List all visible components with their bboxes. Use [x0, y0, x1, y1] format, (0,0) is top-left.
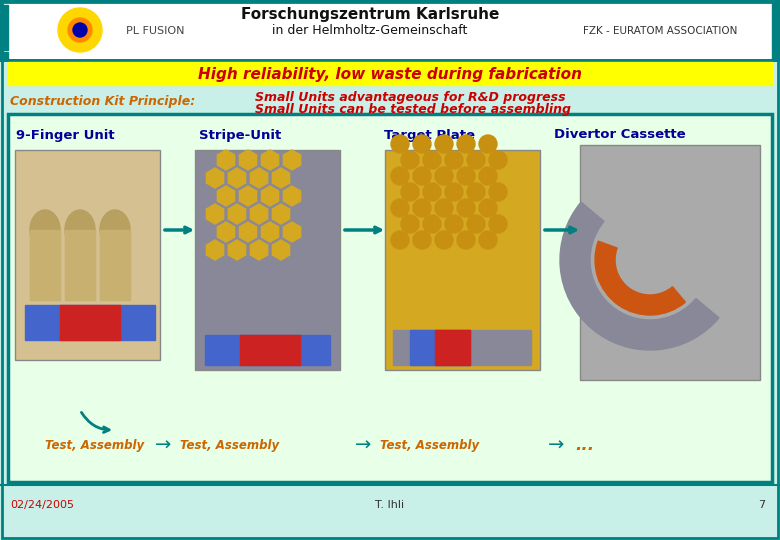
Text: Small Units can be tested before assembling: Small Units can be tested before assembl…	[255, 104, 571, 117]
Circle shape	[58, 8, 102, 52]
FancyBboxPatch shape	[580, 145, 760, 380]
Text: Test, Assembly: Test, Assembly	[45, 438, 144, 451]
Circle shape	[445, 151, 463, 169]
FancyBboxPatch shape	[0, 0, 780, 60]
Circle shape	[401, 215, 419, 233]
Text: →: →	[355, 435, 371, 455]
Bar	[0, 52, 8, 60]
Text: Small Units advantageous for R&D progress: Small Units advantageous for R&D progres…	[255, 91, 566, 104]
Circle shape	[435, 231, 453, 249]
Ellipse shape	[30, 210, 60, 250]
Circle shape	[445, 183, 463, 201]
Circle shape	[413, 167, 431, 185]
Circle shape	[445, 215, 463, 233]
Wedge shape	[595, 241, 686, 315]
Text: Stripe-Unit: Stripe-Unit	[199, 129, 281, 141]
Text: Target Plate: Target Plate	[385, 129, 476, 141]
Circle shape	[401, 151, 419, 169]
FancyBboxPatch shape	[15, 150, 160, 360]
Circle shape	[479, 231, 497, 249]
Text: Divertor Cassette: Divertor Cassette	[554, 129, 686, 141]
Circle shape	[435, 135, 453, 153]
Bar	[393, 330, 531, 365]
Text: 02/24/2005: 02/24/2005	[10, 500, 74, 510]
Bar	[65, 230, 95, 300]
Text: Test, Assembly: Test, Assembly	[180, 438, 279, 451]
Bar	[435, 330, 470, 365]
Ellipse shape	[65, 210, 95, 250]
Wedge shape	[560, 202, 719, 350]
Circle shape	[457, 167, 475, 185]
Ellipse shape	[100, 210, 130, 250]
Circle shape	[401, 183, 419, 201]
Circle shape	[423, 215, 441, 233]
Bar	[30, 230, 60, 300]
Circle shape	[489, 151, 507, 169]
Text: Construction Kit Principle:: Construction Kit Principle:	[10, 96, 195, 109]
Circle shape	[479, 167, 497, 185]
FancyBboxPatch shape	[195, 150, 340, 370]
Circle shape	[423, 183, 441, 201]
Circle shape	[467, 183, 485, 201]
FancyBboxPatch shape	[8, 114, 772, 482]
Circle shape	[391, 167, 409, 185]
Text: in der Helmholtz-Gemeinschaft: in der Helmholtz-Gemeinschaft	[272, 24, 468, 37]
Text: FZK - EURATOM ASSOCIATION: FZK - EURATOM ASSOCIATION	[583, 26, 737, 36]
Text: PL FUSION: PL FUSION	[126, 26, 184, 36]
Circle shape	[489, 183, 507, 201]
Circle shape	[68, 18, 92, 42]
Circle shape	[489, 215, 507, 233]
Circle shape	[413, 135, 431, 153]
Circle shape	[423, 151, 441, 169]
Circle shape	[457, 199, 475, 217]
Text: 9-Finger Unit: 9-Finger Unit	[16, 129, 115, 141]
Circle shape	[73, 23, 87, 37]
Text: →: →	[548, 435, 565, 455]
Bar	[100, 230, 130, 300]
Text: 7: 7	[758, 500, 765, 510]
Circle shape	[413, 199, 431, 217]
Circle shape	[479, 135, 497, 153]
Bar	[205, 335, 330, 365]
Bar	[60, 305, 120, 340]
Bar	[0, 5, 8, 50]
Circle shape	[457, 135, 475, 153]
Circle shape	[479, 199, 497, 217]
Text: Forschungszentrum Karlsruhe: Forschungszentrum Karlsruhe	[241, 8, 499, 23]
Text: →: →	[155, 435, 172, 455]
Bar	[240, 335, 300, 365]
Bar	[8, 62, 772, 85]
Text: High reliability, low waste during fabrication: High reliability, low waste during fabri…	[198, 66, 582, 82]
Bar	[410, 330, 470, 365]
Circle shape	[457, 231, 475, 249]
Circle shape	[435, 167, 453, 185]
FancyBboxPatch shape	[385, 150, 540, 370]
Circle shape	[467, 215, 485, 233]
Circle shape	[413, 231, 431, 249]
Circle shape	[467, 151, 485, 169]
Text: ...: ...	[575, 436, 594, 454]
Circle shape	[391, 135, 409, 153]
Circle shape	[391, 199, 409, 217]
Text: T. Ihli: T. Ihli	[375, 500, 405, 510]
Bar	[772, 0, 780, 60]
Circle shape	[435, 199, 453, 217]
Bar	[25, 305, 155, 340]
Text: Test, Assembly: Test, Assembly	[380, 438, 479, 451]
Circle shape	[391, 231, 409, 249]
